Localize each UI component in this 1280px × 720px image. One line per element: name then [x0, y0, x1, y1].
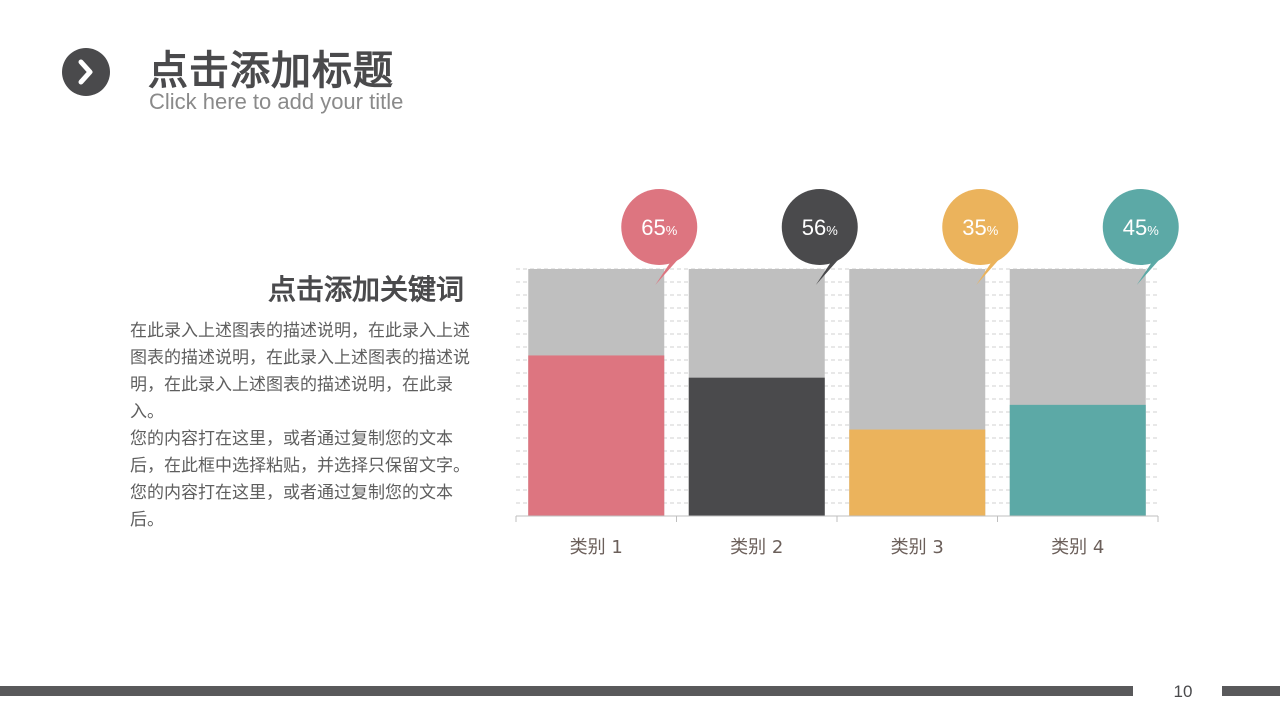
bar: [849, 429, 986, 516]
footer-bar: [1222, 686, 1280, 696]
data-label: 56%: [802, 215, 838, 240]
bar: [1009, 404, 1146, 516]
description-paragraph: 您的内容打在这里，或者通过复制您的文本后，在此框中选择粘贴，并选择只保留文字。您…: [130, 429, 470, 530]
bar-chart: 类别 1 65% 类别 2 56% 类别 3 35% 类别 4 45%: [515, 189, 1179, 558]
callout-bubble: [621, 189, 698, 265]
page-number: 10: [1173, 682, 1193, 701]
description-text[interactable]: 在此录入上述图表的描述说明，在此录入上述图表的描述说明，在此录入上述图表的描述说…: [130, 318, 472, 534]
tick-label: 类别 1: [570, 537, 623, 558]
tick-label: 类别 2: [730, 537, 783, 558]
keyword-title[interactable]: 点击添加关键词: [267, 273, 464, 306]
description-paragraph: 在此录入上述图表的描述说明，在此录入上述图表的描述说明，在此录入上述图表的描述说…: [130, 321, 470, 422]
footer-bar: [0, 686, 1133, 696]
data-label: 65%: [641, 215, 677, 240]
tick-label: 类别 4: [1051, 537, 1104, 558]
bar: [528, 355, 665, 516]
chevron-right-icon: [62, 48, 110, 96]
callout-bubble: [1102, 189, 1179, 265]
data-label: 45%: [1123, 215, 1159, 240]
callout-bubble: [942, 189, 1019, 265]
data-label: 35%: [962, 215, 998, 240]
bar: [688, 377, 825, 516]
page-subtitle[interactable]: Click here to add your title: [149, 89, 404, 114]
tick-label: 类别 3: [891, 537, 944, 558]
callout-bubble: [781, 189, 858, 265]
page-title[interactable]: 点击添加标题: [148, 48, 394, 94]
